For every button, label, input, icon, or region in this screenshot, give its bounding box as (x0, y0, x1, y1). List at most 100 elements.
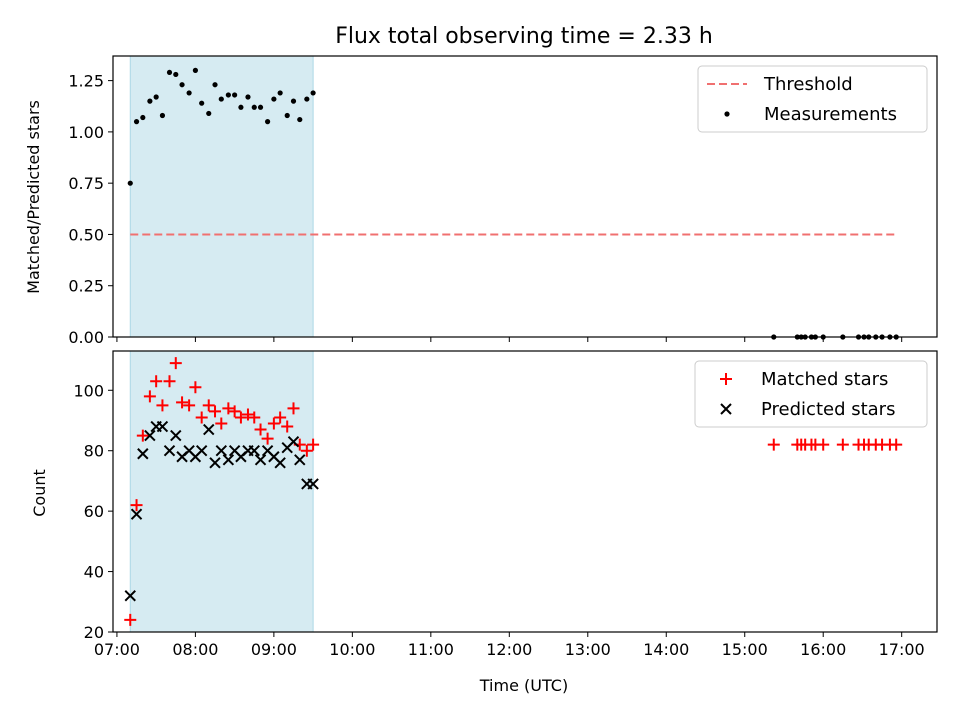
predicted-star-point (203, 423, 215, 436)
predicted-star-point (137, 448, 149, 460)
bottom-x-tick-label: 11:00 (408, 640, 454, 659)
measurement-point (251, 104, 257, 110)
bottom-x-tick-label: 15:00 (722, 640, 768, 659)
matched-star-point (300, 444, 313, 457)
bottom-x-tick-label: 08:00 (172, 640, 218, 659)
matched-star-point (163, 375, 176, 388)
bottom-axes-frame (112, 350, 938, 633)
measurement-point (192, 67, 198, 73)
predicted-star-point (222, 454, 235, 466)
top-legend: Threshold Measurements (697, 65, 928, 133)
measurement-point (206, 110, 212, 117)
predicted-star-point (124, 590, 136, 602)
bottom-x-tick-label: 16:00 (800, 640, 846, 659)
measurement-point (186, 90, 192, 96)
predicted-star-point (144, 429, 156, 442)
matched-star-point (150, 375, 163, 388)
measurement-point (310, 90, 316, 96)
bottom-y-axis-label: Count (30, 469, 49, 517)
predicted-star-point (130, 508, 143, 520)
top-y-tick-label: 0.50 (68, 225, 104, 244)
matched-star-point (817, 438, 830, 451)
predicted-star-point (294, 454, 306, 466)
measurement-point (212, 82, 218, 88)
legend-matched-swatch (720, 373, 732, 385)
measurement-point (245, 94, 251, 100)
measurement-point (232, 92, 238, 98)
bottom-x-tick-label: 09:00 (251, 640, 297, 659)
matched-star-point (836, 438, 849, 451)
matched-star-point (267, 417, 280, 430)
chart-title: Flux total observing time = 2.33 h (335, 24, 713, 49)
measurement-point (271, 96, 277, 102)
measurement-point (153, 94, 159, 100)
matched-star-point (143, 390, 156, 403)
measurement-point (257, 104, 264, 110)
matched-star-point (234, 411, 247, 424)
measurement-point (304, 96, 310, 102)
matched-star-point (274, 411, 287, 424)
matched-star-point (222, 402, 235, 415)
matched-star-point (254, 423, 267, 436)
top-y-tick-label: 0.75 (68, 174, 104, 193)
bottom-x-tick-label: 12:00 (486, 640, 532, 659)
measurement-point (199, 100, 205, 106)
matched-star-point (215, 417, 228, 430)
bottom-legend-label: Predicted stars (761, 399, 895, 420)
matched-star-point (176, 396, 189, 409)
bottom-y-tick-label: 80 (84, 442, 104, 461)
matched-star-point (209, 405, 222, 418)
matched-star-point (195, 411, 208, 424)
bottom-x-tick-label: 13:00 (565, 640, 611, 659)
matched-star-point (281, 420, 294, 433)
measurement-point (179, 82, 185, 88)
predicted-star-point (307, 478, 319, 490)
measurement-point (166, 69, 173, 76)
top-legend-box (697, 65, 928, 133)
predicted-star-point (156, 420, 169, 433)
predicted-star-point (274, 457, 286, 469)
predicted-star-point (254, 454, 267, 466)
measurement-point (127, 180, 133, 186)
legend-measurements-swatch (724, 111, 730, 117)
bottom-y-tick-label: 40 (84, 563, 104, 582)
bottom-legend-label: Matched stars (761, 369, 888, 390)
matched-star-point (287, 402, 300, 415)
measurement-point (173, 71, 179, 78)
bottom-x-tick-label: 14:00 (643, 640, 689, 659)
matched-star-point (169, 357, 182, 370)
measurement-point (225, 92, 231, 98)
bottom-y-tick-label: 100 (73, 381, 104, 400)
bottom-shaded-span (129, 350, 314, 633)
predicted-star-point (215, 445, 228, 457)
measurement-point (218, 96, 224, 102)
matched-star-point (183, 399, 196, 412)
measurement-point (159, 112, 166, 119)
measurement-point (297, 116, 303, 123)
bottom-x-tick-label: 07:00 (94, 640, 140, 659)
measurement-point (140, 114, 146, 121)
measurement-point (277, 90, 283, 96)
top-shaded-span (129, 55, 314, 338)
measurement-point (264, 119, 271, 125)
top-y-tick-label: 1.25 (68, 72, 104, 91)
measurement-point (133, 119, 140, 125)
bottom-legend-box (694, 360, 928, 428)
bottom-y-tick-label: 20 (84, 623, 104, 642)
top-y-tick-label: 0.25 (68, 277, 104, 296)
top-y-tick-label: 1.00 (68, 123, 104, 142)
matched-star-point (156, 399, 169, 412)
matched-star-point (189, 381, 202, 394)
matched-star-point (890, 438, 903, 451)
bottom-legend: Matched stars Predicted stars (694, 360, 928, 428)
top-axes-frame (112, 55, 938, 338)
matched-star-point (130, 499, 143, 512)
legend-predicted-swatch (720, 403, 732, 415)
bottom-x-tick-label: 17:00 (879, 640, 925, 659)
predicted-star-point (248, 445, 260, 457)
matched-star-point (241, 408, 254, 421)
top-legend-label: Measurements (764, 104, 897, 125)
matched-star-point (261, 432, 274, 445)
